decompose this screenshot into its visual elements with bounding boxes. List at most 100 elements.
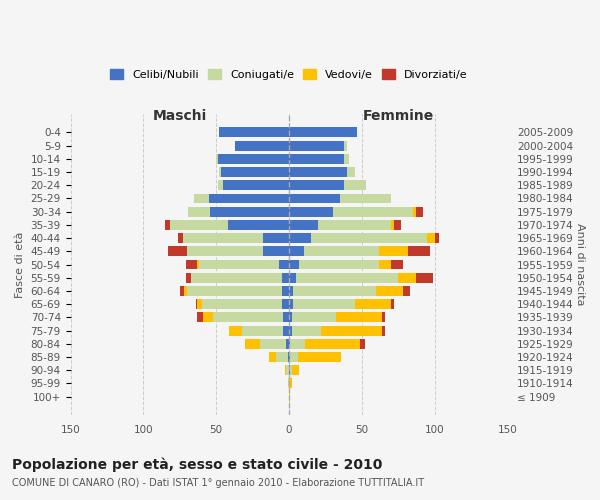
Bar [292, 312, 335, 322]
Bar [289, 365, 290, 375]
Text: Maschi: Maschi [152, 109, 207, 123]
Bar [289, 326, 292, 336]
Bar [281, 299, 289, 309]
Bar [281, 273, 289, 282]
Bar [283, 326, 289, 336]
Bar [263, 246, 289, 256]
Bar [289, 260, 299, 270]
Bar [318, 220, 391, 230]
Bar [219, 128, 289, 138]
Bar [347, 167, 355, 177]
Bar [219, 167, 221, 177]
Bar [344, 180, 366, 190]
Bar [289, 273, 296, 282]
Bar [394, 220, 401, 230]
Bar [202, 299, 281, 309]
Bar [289, 140, 344, 150]
Bar [391, 299, 394, 309]
Text: Popolazione per età, sesso e stato civile - 2010: Popolazione per età, sesso e stato civil… [12, 458, 382, 472]
Bar [344, 140, 347, 150]
Bar [382, 312, 385, 322]
Bar [276, 352, 287, 362]
Legend: Celibi/Nubili, Coniugati/e, Vedovi/e, Divorziati/e: Celibi/Nubili, Coniugati/e, Vedovi/e, Di… [106, 65, 472, 84]
Bar [165, 220, 170, 230]
Bar [344, 154, 349, 164]
Bar [289, 378, 292, 388]
Bar [382, 326, 385, 336]
Bar [290, 352, 298, 362]
Bar [229, 326, 242, 336]
Bar [305, 339, 361, 348]
Bar [289, 233, 311, 243]
Bar [178, 233, 182, 243]
Bar [197, 260, 199, 270]
Bar [427, 233, 434, 243]
Bar [398, 273, 416, 282]
Bar [289, 286, 293, 296]
Bar [197, 312, 203, 322]
Bar [283, 312, 289, 322]
Bar [434, 233, 439, 243]
Bar [188, 206, 211, 216]
Bar [187, 286, 281, 296]
Bar [355, 299, 391, 309]
Bar [289, 392, 290, 402]
Bar [182, 233, 263, 243]
Bar [203, 312, 213, 322]
Bar [168, 246, 187, 256]
Bar [199, 260, 279, 270]
Bar [391, 220, 394, 230]
Bar [289, 206, 332, 216]
Bar [286, 365, 289, 375]
Bar [290, 339, 305, 348]
Bar [211, 206, 289, 216]
Bar [170, 220, 228, 230]
Bar [223, 180, 289, 190]
Bar [289, 299, 293, 309]
Bar [289, 312, 292, 322]
Bar [213, 312, 283, 322]
Bar [263, 233, 289, 243]
Bar [298, 352, 341, 362]
Bar [289, 167, 347, 177]
Bar [416, 273, 433, 282]
Bar [304, 246, 379, 256]
Bar [332, 206, 413, 216]
Bar [340, 194, 391, 203]
Bar [191, 273, 281, 282]
Bar [416, 206, 423, 216]
Bar [289, 339, 290, 348]
Bar [292, 365, 299, 375]
Bar [311, 233, 427, 243]
Bar [187, 246, 263, 256]
Bar [391, 260, 403, 270]
Bar [194, 194, 209, 203]
Bar [289, 128, 358, 138]
Bar [289, 180, 344, 190]
Bar [403, 286, 410, 296]
Bar [290, 365, 292, 375]
Bar [321, 326, 382, 336]
Bar [284, 365, 286, 375]
Text: COMUNE DI CANARO (RO) - Dati ISTAT 1° gennaio 2010 - Elaborazione TUTTITALIA.IT: COMUNE DI CANARO (RO) - Dati ISTAT 1° ge… [12, 478, 424, 488]
Bar [242, 326, 283, 336]
Bar [281, 286, 289, 296]
Bar [296, 273, 398, 282]
Bar [289, 194, 340, 203]
Bar [218, 154, 289, 164]
Bar [287, 378, 289, 388]
Bar [185, 273, 191, 282]
Y-axis label: Fasce di età: Fasce di età [15, 232, 25, 298]
Bar [185, 260, 197, 270]
Bar [299, 260, 379, 270]
Bar [197, 299, 202, 309]
Bar [196, 299, 197, 309]
Bar [245, 339, 260, 348]
Bar [289, 154, 344, 164]
Bar [260, 339, 286, 348]
Bar [289, 352, 290, 362]
Text: Femmine: Femmine [362, 109, 434, 123]
Bar [279, 260, 289, 270]
Bar [361, 339, 365, 348]
Bar [180, 286, 184, 296]
